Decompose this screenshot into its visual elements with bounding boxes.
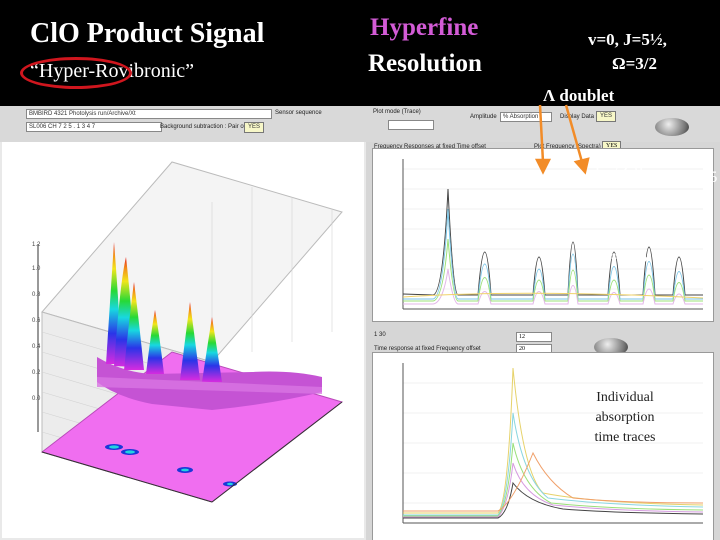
page-title: ClO Product Signal: [30, 18, 265, 49]
frequency-offset-field[interactable]: 12: [516, 332, 552, 342]
omega-label: Ω=3/2: [612, 54, 658, 73]
individual-line-1: Individual: [596, 390, 654, 405]
plot-mode-field[interactable]: [388, 120, 434, 130]
time-response-label: Time response at fixed Frequency offset: [374, 346, 481, 352]
individual-traces-label: Individual absorption time traces: [585, 388, 665, 448]
z-tick-2: 1.0: [32, 266, 41, 272]
frequency-spectra-plot: [372, 148, 714, 322]
plot-3d: 1.2 1.0 0.8 0.6 0.4 0.2 0.0: [2, 142, 364, 538]
z-tick-6: 0.2: [32, 370, 41, 376]
amplitude-select[interactable]: % Absorption: [500, 112, 552, 122]
z-tick-7: 0.0: [32, 396, 41, 402]
display-data-label: Display Data: [560, 114, 595, 120]
highlight-ring: [20, 57, 132, 89]
app-screenshot: BMBIRD 4321 Photolysis run/Archive/Xt SL…: [0, 106, 720, 540]
lambda-doublet-label: Λ doublet: [543, 86, 615, 105]
sensor-label: Sensor sequence: [275, 110, 322, 116]
knob-icon[interactable]: [594, 338, 628, 356]
frequency-spectra-svg: [402, 159, 704, 310]
annotation-f-7-6: F=7↗6: [595, 159, 643, 176]
file-name-field[interactable]: SL006 CH 7 2 5 . 1 3 4 7: [26, 122, 162, 132]
z-tick-3: 0.8: [32, 292, 41, 298]
ns-field: 1 30: [374, 332, 386, 338]
amplitude-label: Amplitude: [470, 114, 497, 120]
display-yes-button[interactable]: YES: [596, 111, 617, 122]
plot-spectra-label: Plot Frequency (Spectra): [534, 144, 601, 150]
annotation-f-8-7: F=8↗7: [478, 152, 526, 169]
z-tick-4: 0.6: [32, 318, 41, 324]
knob-icon[interactable]: [655, 118, 689, 136]
individual-line-3: time traces: [594, 430, 656, 445]
z-tick-1: 1.2: [32, 242, 41, 248]
resolution-heading: Resolution: [368, 50, 482, 77]
individual-line-2: absorption: [595, 410, 655, 425]
annotation-f-6-5: F=6↗5: [670, 169, 718, 186]
plot-mode-label: Plot mode (Trace): [373, 109, 421, 115]
app-toolbar: BMBIRD 4321 Photolysis run/Archive/Xt SL…: [0, 106, 720, 142]
hyperfine-heading: Hyperfine: [370, 14, 479, 41]
frequency-response-label: Frequency Responses at fixed Time offset: [374, 144, 486, 150]
quantum-numbers: v=0, J=5½,: [588, 30, 667, 49]
background-label: Background subtraction : Pair of Trial: [160, 124, 259, 130]
background-yes-button[interactable]: YES: [244, 122, 265, 133]
z-tick-5: 0.4: [32, 344, 41, 350]
time-traces-plot: [372, 352, 714, 540]
time-traces-svg: [402, 363, 704, 524]
file-path-field[interactable]: BMBIRD 4321 Photolysis run/Archive/Xt: [26, 109, 272, 119]
annotation-f-5-5: F=5↗5: [600, 249, 648, 266]
plot-3d-svg: [37, 161, 344, 503]
